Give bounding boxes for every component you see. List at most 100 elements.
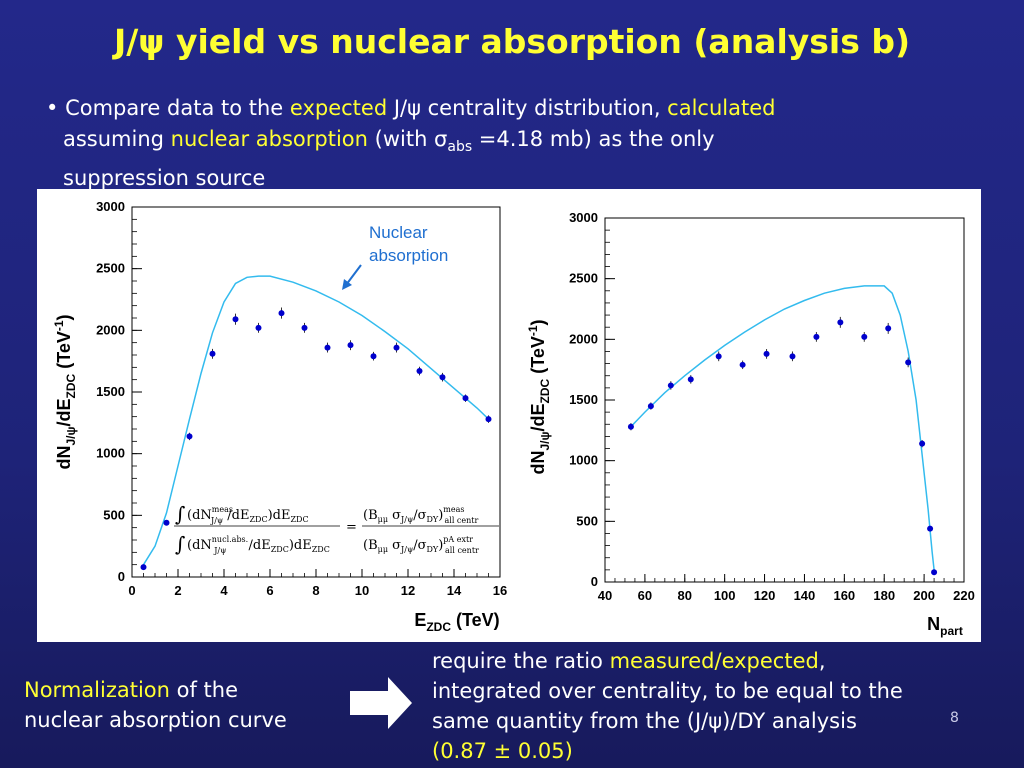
formula-integral-num: ∫	[175, 502, 185, 526]
right-data-point	[647, 403, 654, 410]
right-arrow-icon	[350, 677, 412, 729]
right-y-axis-label: dNJ/ψ/dEZDC (TeV-1)	[526, 319, 552, 474]
left-y-tick-label: 500	[103, 507, 125, 522]
annotation-line-1: Nuclear	[369, 223, 428, 242]
right-data-point	[627, 423, 634, 430]
bullet-highlight-expected: expected	[289, 96, 388, 120]
normalization-text-2: nuclear absorption curve	[24, 708, 287, 732]
left-data-point	[370, 353, 377, 360]
left-y-tick-label: 1500	[96, 384, 125, 399]
bullet-part-9: =4.18 mb) as the only	[472, 127, 715, 151]
annotation-arrow-head	[342, 279, 352, 290]
formula-num-lhs: (dNmeas J/ψ /dEZDC)dEZDC	[187, 505, 309, 525]
left-plot-ticks: 0 2 4 6 8 10 12 14 16 0 500 1000 1500 2000 2500 3000	[96, 199, 507, 598]
ratio-highlight: measured/expected	[609, 649, 819, 673]
right-data-point	[687, 376, 694, 383]
plots-panel: 0 2 4 6 8 10 12 14 16 0 500 1000 1500 2000 2500 3000 Nu…	[37, 189, 981, 642]
left-y-tick-label: 1000	[96, 446, 125, 461]
formula-rden-sub: all centr	[445, 546, 479, 555]
page-number: 8	[950, 710, 959, 726]
right-plot: 40 60 80 100 120 140 160 180 200 220 0 500 1000 1500 2…	[526, 210, 975, 638]
right-data-point	[813, 333, 820, 340]
formula-den-lhs: (dNnucl.abs. J/ψ /dEZDC)dEZDC	[187, 535, 330, 555]
annotation-label: Nuclear absorption	[369, 223, 448, 265]
normalization-text-1: of the	[169, 678, 238, 702]
right-y-tick-label: 1500	[569, 392, 598, 407]
left-data-point	[301, 324, 308, 331]
formula-den-sup: nucl.abs.	[212, 535, 248, 544]
formula-rnum-sup: meas	[443, 505, 464, 514]
left-data-point	[347, 342, 354, 349]
right-y-tick-label: 0	[591, 574, 598, 589]
right-x-tick-label: 160	[833, 588, 855, 603]
formula-equals: =	[346, 520, 357, 535]
right-data-point	[837, 319, 844, 326]
left-x-axis-label: EZDC (TeV)	[414, 610, 499, 634]
left-data-point	[485, 416, 492, 423]
annotation-line-2: absorption	[369, 246, 448, 265]
left-x-tick-label: 0	[128, 583, 135, 598]
right-x-tick-label: 180	[873, 588, 895, 603]
right-data-point	[927, 525, 934, 532]
right-data-point	[905, 359, 912, 366]
left-data-point	[186, 433, 193, 440]
ratio-value: (0.87 ± 0.05)	[432, 739, 573, 763]
right-x-tick-label: 100	[714, 588, 736, 603]
left-plot: 0 2 4 6 8 10 12 14 16 0 500 1000 1500 2000 2500 3000 Nu…	[52, 199, 507, 634]
left-data-point	[324, 344, 331, 351]
formula-den-rhs: (Bμμ σJ/ψ/σDY)pA extr all centr	[363, 535, 479, 555]
right-data-point	[667, 382, 674, 389]
left-x-tick-label: 2	[174, 583, 181, 598]
left-x-tick-label: 8	[312, 583, 319, 598]
right-data-point	[861, 333, 868, 340]
left-data-point	[393, 344, 400, 351]
formula-den-sub: J/ψ	[213, 546, 226, 555]
right-x-tick-label: 60	[638, 588, 652, 603]
left-y-tick-label: 2000	[96, 322, 125, 337]
bullet-part-3: J/ψ centrality distribution,	[387, 96, 668, 120]
left-y-tick-label: 2500	[96, 261, 125, 276]
left-data-point	[232, 316, 239, 323]
right-y-tick-label: 2000	[569, 331, 598, 346]
slide-title: J/ψ yield vs nuclear absorption (analysi…	[113, 22, 911, 61]
formula-num-sup: meas	[212, 505, 233, 514]
bullet-sigma-subscript: abs	[447, 139, 473, 156]
formula-integral-den: ∫	[175, 532, 185, 556]
left-y-tick-label: 3000	[96, 199, 125, 214]
left-y-tick-label: 0	[118, 569, 125, 584]
right-y-tick-label: 2500	[569, 271, 598, 286]
bullet-part-10: suppression source	[63, 166, 266, 191]
bullet-part-1: Compare data to the	[65, 96, 290, 120]
left-x-tick-label: 4	[220, 583, 228, 598]
left-nuclear-absorption-curve	[142, 275, 490, 566]
ratio-text-1c: ,	[818, 649, 826, 673]
left-x-tick-label: 12	[401, 583, 415, 598]
right-data-point	[739, 361, 746, 368]
formula-num-sub: J/ψ	[210, 516, 223, 525]
left-y-axis-label: dNJ/ψ/dEZDC (TeV-1)	[52, 314, 78, 469]
left-data-point	[140, 564, 147, 571]
right-data-point	[763, 350, 770, 357]
right-plot-ticks: 40 60 80 100 120 140 160 180 200 220 0 500 1000 1500 2…	[569, 210, 975, 603]
right-data-points	[627, 316, 938, 576]
ratio-text-1a: require the ratio	[432, 649, 610, 673]
right-y-tick-label: 3000	[569, 210, 598, 225]
right-y-tick-label: 500	[576, 513, 598, 528]
left-data-point	[209, 350, 216, 357]
bullet-highlight-calculated: calculated	[667, 96, 776, 120]
normalization-highlight: Normalization	[24, 678, 170, 702]
ratio-note: require the ratio measured/expected, int…	[432, 646, 1022, 766]
right-x-tick-label: 200	[913, 588, 935, 603]
bullet-part-5: assuming	[63, 127, 171, 151]
left-data-point	[439, 374, 446, 381]
right-x-tick-label: 80	[678, 588, 692, 603]
bullet-text: • Compare data to the expected J/ψ centr…	[46, 93, 986, 194]
right-data-point	[715, 353, 722, 360]
annotation-arrow	[345, 264, 362, 286]
right-data-point	[931, 569, 938, 576]
right-x-tick-label: 40	[598, 588, 612, 603]
right-nuclear-absorption-curve	[630, 285, 935, 570]
left-data-point	[255, 324, 262, 331]
ratio-text-3: same quantity from the (J/ψ)/DY analysis	[432, 709, 857, 733]
